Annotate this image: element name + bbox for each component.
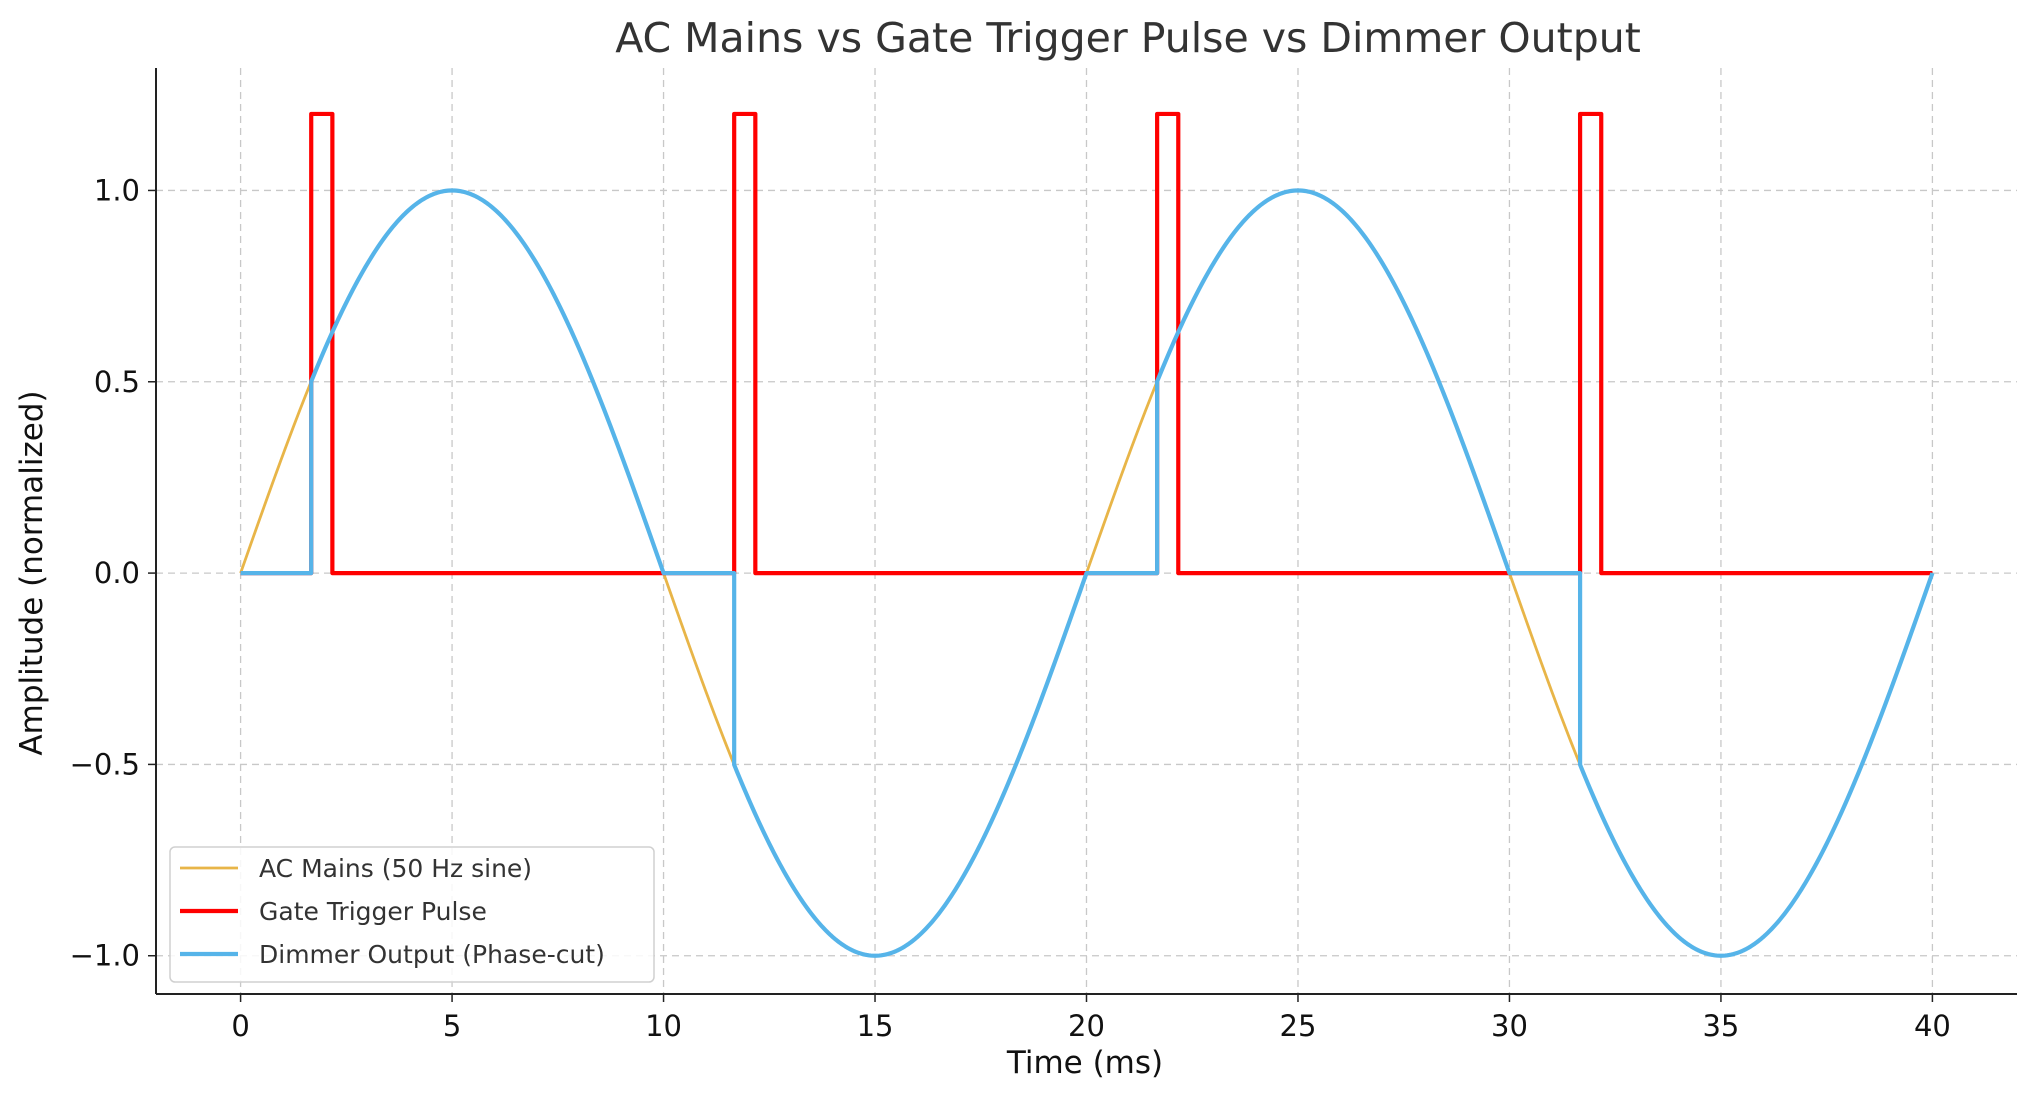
y-tick-label: −1.0 [70, 939, 140, 973]
x-ticks: 0 5 10 15 20 25 30 35 40 [231, 994, 1951, 1043]
x-tick-label: 5 [443, 1009, 461, 1043]
y-tick-label: −0.5 [70, 747, 140, 781]
y-tick-label: 0.0 [94, 556, 140, 590]
legend-label-2: Dimmer Output (Phase-cut) [259, 940, 605, 969]
legend-label-1: Gate Trigger Pulse [259, 897, 487, 926]
chart-title: AC Mains vs Gate Trigger Pulse vs Dimmer… [615, 14, 1641, 62]
x-tick-label: 30 [1491, 1009, 1528, 1043]
y-ticks: −1.0 −0.5 0.0 0.5 1.0 [70, 173, 156, 973]
series-line-2 [240, 188, 1935, 958]
legend: AC Mains (50 Hz sine) Gate Trigger Pulse D… [169, 846, 655, 983]
y-tick-label: 1.0 [94, 173, 140, 207]
x-tick-label: 15 [857, 1009, 894, 1043]
x-tick-label: 20 [1068, 1009, 1105, 1043]
legend-label-0: AC Mains (50 Hz sine) [259, 854, 532, 883]
x-tick-label: 10 [645, 1009, 682, 1043]
series-line-1 [240, 111, 1933, 576]
x-tick-label: 40 [1914, 1009, 1951, 1043]
series-lines [239, 111, 1935, 958]
y-tick-label: 0.5 [94, 365, 140, 399]
legend-box [169, 846, 655, 983]
x-axis-label: Time (ms) [1006, 1045, 1163, 1081]
x-tick-label: 25 [1280, 1009, 1317, 1043]
y-axis-label: Amplitude (normalized) [14, 390, 50, 755]
x-tick-label: 35 [1702, 1009, 1739, 1043]
x-tick-label: 0 [231, 1009, 249, 1043]
